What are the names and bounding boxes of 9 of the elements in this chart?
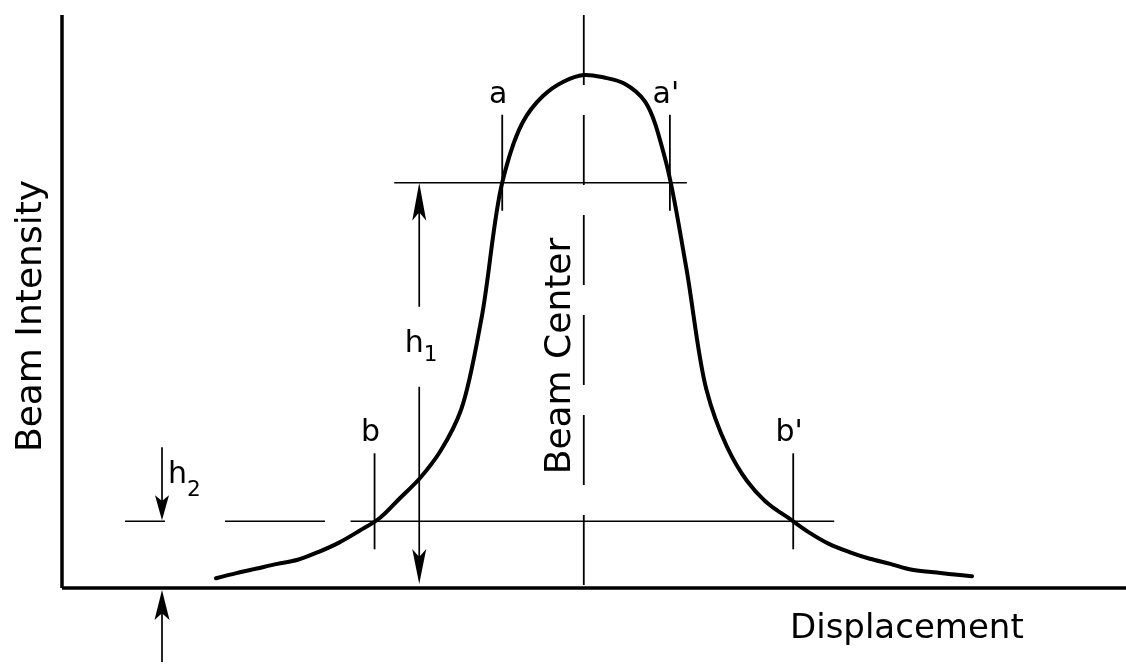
text: Beam Center xyxy=(536,237,578,475)
x-axis-title: Displacement xyxy=(790,606,1024,646)
y-axis-title: Beam Intensity xyxy=(7,179,49,453)
annotation: b' xyxy=(775,413,803,449)
annotation: h$_{1}$ xyxy=(404,323,438,366)
annotation: a xyxy=(489,74,508,110)
annotation: a' xyxy=(652,74,680,110)
text: h$_{2}$ xyxy=(168,455,201,501)
annotation: b xyxy=(361,413,381,449)
